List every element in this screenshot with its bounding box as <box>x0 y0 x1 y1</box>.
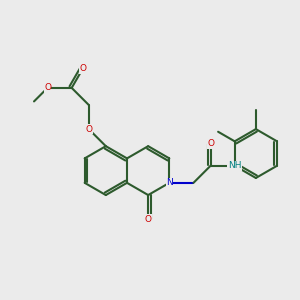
Text: O: O <box>44 83 51 92</box>
Text: NH: NH <box>228 161 242 170</box>
Text: O: O <box>79 64 86 73</box>
Text: O: O <box>207 139 214 148</box>
Text: O: O <box>85 124 92 134</box>
Text: N: N <box>166 178 173 187</box>
Text: O: O <box>145 215 152 224</box>
